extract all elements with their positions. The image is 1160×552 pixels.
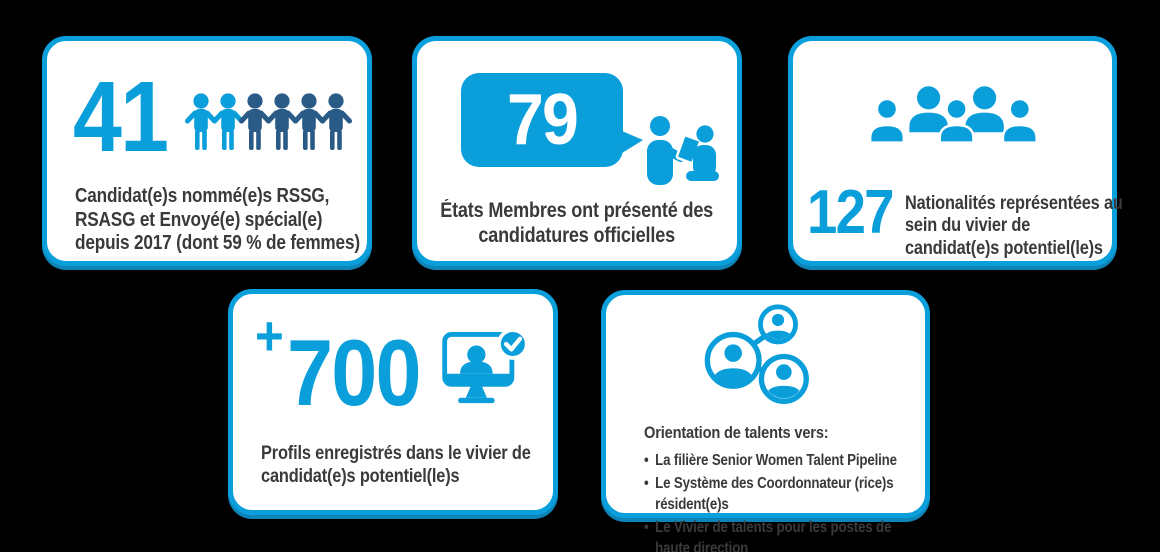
orientation-bullet-item: La filière Senior Women Talent Pipeline [644, 451, 928, 472]
nominations-description: Candidat(e)s nommé(e)s RSSG, RSASG et En… [75, 185, 360, 255]
card-etats-membres: 79 États Membres ont présenté des candid… [412, 36, 742, 266]
etats-membres-count: 79 [506, 80, 579, 160]
card-orientation-talents: Orientation de talents vers: La filière … [601, 290, 930, 552]
card-nominations: 41 [42, 36, 372, 266]
crowd-icon [869, 86, 1038, 144]
network-people-icon [704, 304, 809, 405]
nationalites-count: 127 [807, 178, 895, 247]
nationalites-description: Nationalités représentées au sein du viv… [905, 193, 1123, 259]
etats-membres-description: États Membres ont présenté des candidatu… [440, 199, 714, 247]
orientation-bullet-item: Le Vivier de talents pour les postes de … [644, 518, 928, 552]
orientation-bullet-list: La filière Senior Women Talent Pipeline … [644, 451, 928, 552]
orientation-bullet-item: Le Système des Coordonnateur (rice)s rés… [644, 474, 928, 515]
card-profils: + 700 Profils enregistrés dans le vivier… [228, 289, 558, 515]
profils-count: 700 [287, 320, 422, 425]
orientation-intro: Orientation de talents vers: [644, 423, 829, 442]
interview-people-icon [647, 116, 719, 185]
profils-count-prefix: + [255, 304, 284, 367]
people-chain-icon [185, 93, 352, 150]
monitor-check-icon [442, 328, 529, 404]
nominations-count: 41 [73, 61, 169, 173]
card-nationalites: 127 Nationalités représentées au sein du… [788, 36, 1123, 266]
profils-description: Profils enregistrés dans le vivier de ca… [261, 442, 531, 487]
speech-bubble: 79 [461, 73, 643, 167]
